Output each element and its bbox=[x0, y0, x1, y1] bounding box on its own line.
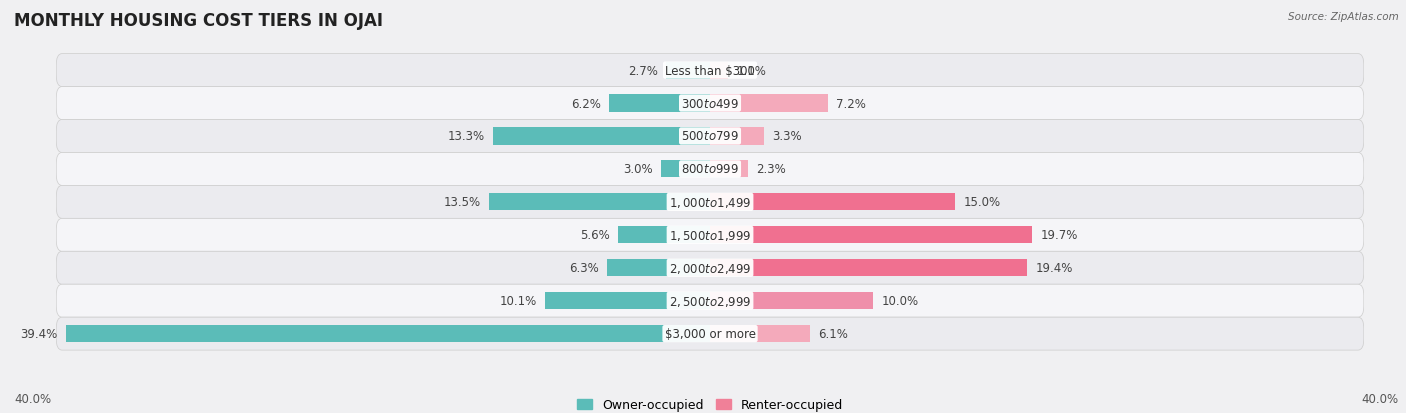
Bar bbox=[710, 292, 873, 309]
FancyBboxPatch shape bbox=[56, 285, 1364, 317]
Bar bbox=[609, 95, 710, 112]
Text: $1,500 to $1,999: $1,500 to $1,999 bbox=[669, 228, 751, 242]
Bar bbox=[489, 194, 710, 211]
Text: 19.7%: 19.7% bbox=[1040, 229, 1077, 242]
Text: 40.0%: 40.0% bbox=[1362, 392, 1399, 405]
Text: $300 to $499: $300 to $499 bbox=[681, 97, 740, 110]
Bar bbox=[710, 227, 1032, 244]
Bar bbox=[546, 292, 710, 309]
Bar bbox=[661, 161, 710, 178]
Text: 39.4%: 39.4% bbox=[21, 328, 58, 340]
FancyBboxPatch shape bbox=[56, 88, 1364, 120]
Bar bbox=[710, 95, 828, 112]
Text: 3.3%: 3.3% bbox=[772, 130, 801, 143]
Text: $800 to $999: $800 to $999 bbox=[681, 163, 740, 176]
FancyBboxPatch shape bbox=[56, 120, 1364, 153]
Text: 19.4%: 19.4% bbox=[1035, 261, 1073, 275]
Bar bbox=[710, 194, 955, 211]
Text: Source: ZipAtlas.com: Source: ZipAtlas.com bbox=[1288, 12, 1399, 22]
Bar bbox=[666, 62, 710, 79]
Text: 7.2%: 7.2% bbox=[837, 97, 866, 110]
Bar bbox=[492, 128, 710, 145]
Text: MONTHLY HOUSING COST TIERS IN OJAI: MONTHLY HOUSING COST TIERS IN OJAI bbox=[14, 12, 382, 30]
Text: 10.1%: 10.1% bbox=[499, 294, 537, 307]
Bar bbox=[66, 325, 710, 342]
Text: $500 to $799: $500 to $799 bbox=[681, 130, 740, 143]
Bar bbox=[710, 259, 1028, 277]
Text: 6.3%: 6.3% bbox=[569, 261, 599, 275]
Bar bbox=[710, 128, 763, 145]
Bar bbox=[710, 62, 728, 79]
Text: 13.5%: 13.5% bbox=[444, 196, 481, 209]
Text: 13.3%: 13.3% bbox=[447, 130, 485, 143]
Text: 1.1%: 1.1% bbox=[737, 64, 766, 77]
FancyBboxPatch shape bbox=[56, 186, 1364, 219]
Bar bbox=[607, 259, 710, 277]
Text: 2.3%: 2.3% bbox=[756, 163, 786, 176]
FancyBboxPatch shape bbox=[56, 219, 1364, 252]
Text: 10.0%: 10.0% bbox=[882, 294, 918, 307]
Text: 15.0%: 15.0% bbox=[963, 196, 1001, 209]
Text: 6.2%: 6.2% bbox=[571, 97, 600, 110]
Text: $2,000 to $2,499: $2,000 to $2,499 bbox=[669, 261, 751, 275]
Text: 3.0%: 3.0% bbox=[623, 163, 652, 176]
Text: Less than $300: Less than $300 bbox=[665, 64, 755, 77]
Text: $3,000 or more: $3,000 or more bbox=[665, 328, 755, 340]
Text: 40.0%: 40.0% bbox=[14, 392, 51, 405]
Text: $2,500 to $2,999: $2,500 to $2,999 bbox=[669, 294, 751, 308]
Text: 6.1%: 6.1% bbox=[818, 328, 848, 340]
Text: $1,000 to $1,499: $1,000 to $1,499 bbox=[669, 195, 751, 209]
FancyBboxPatch shape bbox=[56, 252, 1364, 285]
Bar bbox=[619, 227, 710, 244]
Bar bbox=[710, 161, 748, 178]
Legend: Owner-occupied, Renter-occupied: Owner-occupied, Renter-occupied bbox=[572, 393, 848, 413]
Text: 5.6%: 5.6% bbox=[581, 229, 610, 242]
FancyBboxPatch shape bbox=[56, 153, 1364, 186]
FancyBboxPatch shape bbox=[56, 317, 1364, 350]
Bar bbox=[710, 325, 810, 342]
Text: 2.7%: 2.7% bbox=[628, 64, 658, 77]
FancyBboxPatch shape bbox=[56, 55, 1364, 88]
